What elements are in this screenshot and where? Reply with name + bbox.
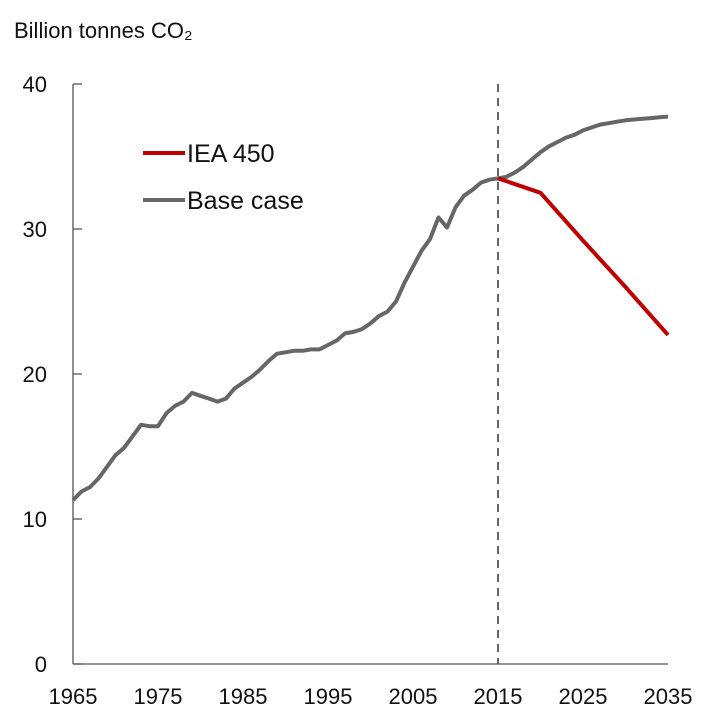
y-axis-label: Billion tonnes CO₂ — [14, 18, 193, 43]
legend-label: Base case — [187, 187, 304, 215]
x-tick-label: 2035 — [644, 684, 693, 709]
y-tick-label: 40 — [23, 72, 47, 97]
y-tick-label: 0 — [35, 652, 47, 677]
x-tick-label: 2025 — [559, 684, 608, 709]
x-tick-label: 1975 — [134, 684, 183, 709]
x-tick-label: 1985 — [219, 684, 268, 709]
series-line-base-case — [71, 114, 669, 502]
legend-label: IEA 450 — [187, 140, 275, 168]
x-tick-label: 1965 — [49, 684, 98, 709]
y-tick-label: 10 — [23, 507, 47, 532]
x-tick-label: 2005 — [389, 684, 438, 709]
y-tick-label: 20 — [23, 362, 47, 387]
x-tick-label: 1995 — [304, 684, 353, 709]
x-tick-label: 2015 — [474, 684, 523, 709]
series-line-iea-450 — [497, 176, 670, 337]
y-tick-label: 30 — [23, 217, 47, 242]
